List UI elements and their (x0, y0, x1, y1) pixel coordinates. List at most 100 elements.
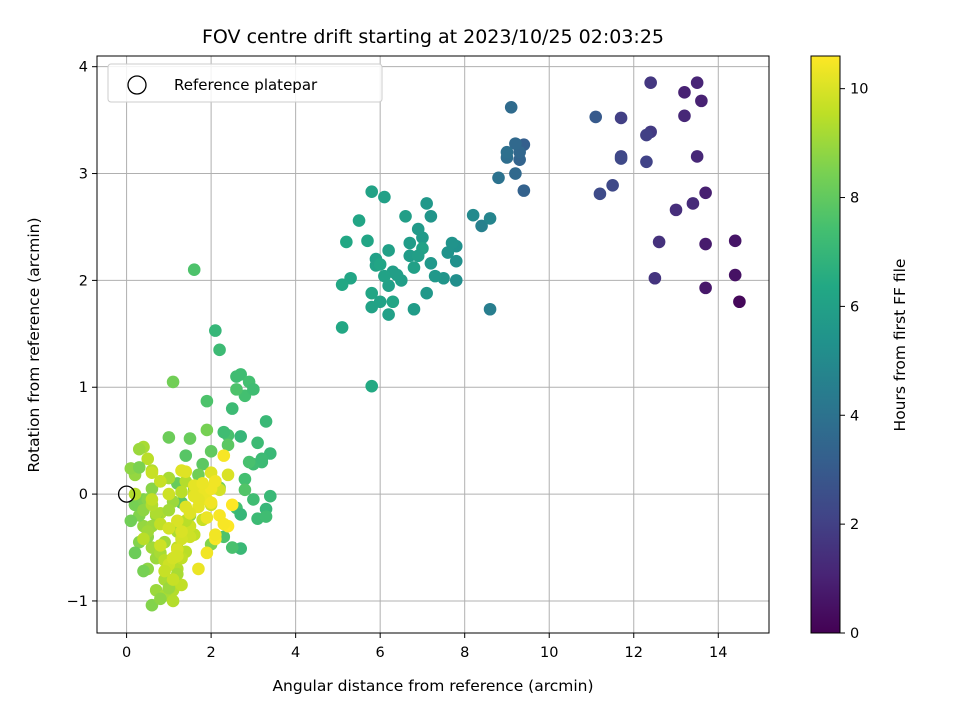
data-point (699, 237, 712, 251)
x-tick-label: 10 (540, 645, 558, 661)
data-point (728, 234, 742, 248)
data-point (686, 197, 700, 210)
data-point (162, 521, 176, 535)
data-point (640, 155, 653, 169)
data-point (648, 271, 662, 285)
data-point (492, 171, 505, 185)
data-point (606, 178, 619, 192)
data-point (420, 286, 433, 300)
data-point (247, 493, 260, 506)
data-point (411, 222, 425, 236)
colorbar-ticks: 0 2 4 6 8 10 (840, 82, 868, 642)
data-point (517, 184, 531, 197)
data-point (234, 368, 247, 381)
data-point (699, 186, 712, 200)
data-point (390, 268, 404, 282)
data-point (154, 539, 167, 552)
data-point (238, 472, 252, 486)
data-point (614, 152, 628, 165)
data-point (175, 525, 188, 538)
data-point (137, 564, 150, 578)
data-point (162, 431, 176, 444)
data-point (187, 263, 201, 277)
x-tick-label: 8 (460, 645, 469, 661)
data-point (690, 76, 704, 90)
data-point (678, 86, 691, 99)
data-point (166, 375, 180, 389)
data-point (196, 457, 209, 471)
data-point (238, 483, 252, 497)
data-point (128, 546, 142, 560)
data-point (466, 208, 480, 222)
data-point (204, 496, 218, 509)
data-point (424, 209, 438, 223)
data-point (171, 514, 184, 528)
data-point (407, 261, 421, 274)
legend-label: Reference platepar (174, 76, 318, 94)
data-point (166, 594, 180, 608)
legend: Reference platepar (107, 63, 383, 103)
data-point (200, 423, 214, 437)
data-point (137, 532, 150, 546)
data-point (441, 246, 455, 259)
data-point (445, 236, 459, 250)
y-axis-ticks: −1 0 1 2 3 4 (67, 60, 97, 610)
y-tick-label: 0 (79, 487, 88, 503)
chart-title: FOV centre drift starting at 2023/10/25 … (202, 26, 664, 48)
data-point (733, 295, 746, 309)
grid-lines (97, 56, 769, 633)
data-point (504, 100, 518, 114)
data-point (221, 468, 235, 482)
data-point (614, 111, 628, 125)
data-point (378, 269, 391, 283)
x-tick-label: 0 (122, 645, 131, 661)
data-point (154, 592, 167, 606)
data-point (640, 128, 653, 142)
data-point (179, 465, 193, 478)
data-point (449, 274, 463, 287)
data-point (593, 187, 607, 201)
data-point (728, 268, 742, 282)
data-point (699, 281, 712, 295)
data-point (382, 308, 395, 321)
y-tick-label: 1 (79, 380, 88, 396)
data-point (192, 562, 205, 576)
data-point (449, 254, 463, 268)
colorbar-tick-label: 6 (850, 299, 859, 315)
data-point (200, 394, 214, 408)
x-tick-label: 4 (291, 645, 300, 661)
data-point (225, 498, 239, 512)
data-point (382, 279, 395, 293)
data-points (124, 76, 746, 612)
data-point (475, 219, 488, 233)
data-point (145, 482, 159, 496)
data-point (217, 425, 231, 439)
data-point (145, 466, 159, 480)
data-point (175, 485, 188, 499)
legend-box (107, 63, 383, 103)
data-point (365, 286, 379, 300)
data-point (340, 235, 353, 249)
data-point (411, 249, 425, 263)
data-point (378, 190, 391, 204)
colorbar-tick-label: 0 (850, 626, 859, 642)
data-point (509, 137, 522, 150)
data-point (669, 203, 683, 217)
data-point (365, 185, 379, 199)
legend-marker (127, 75, 147, 95)
y-tick-label: 3 (79, 167, 88, 183)
data-point (335, 321, 349, 334)
x-tick-label: 6 (376, 645, 385, 661)
data-point (132, 461, 146, 474)
data-point (158, 564, 171, 578)
data-point (420, 197, 433, 210)
data-point (179, 500, 193, 514)
data-point (483, 302, 497, 316)
data-point (407, 302, 421, 316)
data-point (259, 415, 273, 428)
colorbar-label: Hours from first FF file (891, 259, 909, 432)
data-point (209, 528, 222, 541)
data-point (162, 503, 176, 517)
data-point (171, 549, 184, 563)
